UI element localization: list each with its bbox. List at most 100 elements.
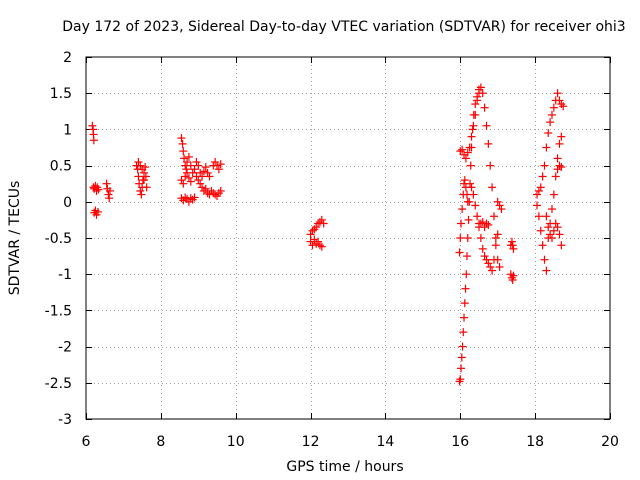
data-point <box>207 186 216 195</box>
data-point <box>461 284 470 293</box>
data-point <box>482 255 491 264</box>
data-point <box>216 186 225 195</box>
data-point <box>137 190 146 199</box>
data-point <box>486 262 495 271</box>
y-tick-label: -1.5 <box>45 303 72 319</box>
data-point <box>464 215 473 224</box>
data-point <box>482 219 491 228</box>
data-point <box>551 172 560 181</box>
data-point <box>533 201 542 210</box>
data-point <box>192 172 201 181</box>
data-point <box>201 163 210 172</box>
data-point <box>205 172 214 181</box>
data-point <box>540 255 549 264</box>
data-point <box>555 230 564 239</box>
data-point <box>460 179 469 188</box>
data-points <box>88 83 568 386</box>
data-point <box>549 103 558 112</box>
data-point <box>92 186 101 195</box>
data-point <box>538 172 547 181</box>
data-point <box>177 134 186 143</box>
data-point <box>467 183 476 192</box>
data-point <box>508 275 517 284</box>
data-point <box>471 110 480 119</box>
data-point <box>549 190 558 199</box>
data-point <box>314 237 323 246</box>
data-point <box>542 212 551 221</box>
y-tick-label: 0 <box>63 195 72 211</box>
data-point <box>310 235 319 244</box>
data-point <box>463 234 472 242</box>
data-point <box>507 273 516 282</box>
data-point <box>495 201 504 210</box>
data-point <box>488 183 497 192</box>
data-point <box>480 252 489 261</box>
data-point <box>533 190 542 199</box>
data-point <box>181 193 190 202</box>
data-point <box>201 184 210 193</box>
x-tick-label: 8 <box>156 434 165 450</box>
data-point <box>480 223 489 232</box>
data-point <box>486 161 495 170</box>
data-point <box>557 132 566 141</box>
data-point <box>211 190 220 199</box>
data-point <box>460 176 469 185</box>
data-point <box>186 194 195 203</box>
data-point <box>546 230 555 239</box>
data-point <box>547 205 556 214</box>
data-point <box>456 147 465 156</box>
data-point <box>196 179 205 188</box>
data-point <box>186 177 195 186</box>
data-point <box>194 176 203 185</box>
y-tick-label: 0.5 <box>50 159 72 175</box>
data-point <box>557 100 566 109</box>
data-point <box>463 148 472 157</box>
data-point <box>315 218 324 227</box>
data-point <box>192 157 201 166</box>
data-point <box>140 176 149 185</box>
data-point <box>460 313 469 322</box>
data-point <box>466 161 475 170</box>
data-point <box>460 150 469 159</box>
data-point <box>478 244 487 253</box>
data-point <box>547 234 556 242</box>
x-axis-label: GPS time / hours <box>286 459 403 475</box>
data-point <box>456 234 465 242</box>
y-tick-label: -0.5 <box>45 231 72 247</box>
data-point <box>458 205 467 214</box>
tick-labels: 6 8 10 12 14 16 18 20 2 1.5 1 0.5 0 -0.5 -1 -1.5 -2 -2.5 -… <box>45 50 619 450</box>
data-point <box>199 167 208 176</box>
data-point <box>306 237 315 246</box>
data-point <box>179 179 188 188</box>
data-point <box>141 172 150 181</box>
data-point <box>471 100 480 109</box>
data-point <box>315 241 324 250</box>
data-point <box>534 186 543 195</box>
data-point <box>457 219 466 228</box>
data-point <box>182 165 191 174</box>
data-point <box>491 234 500 242</box>
data-point <box>136 161 145 170</box>
data-point <box>493 197 502 206</box>
data-point <box>480 103 489 112</box>
y-tick-label: 1 <box>63 122 72 138</box>
data-point <box>555 139 564 148</box>
data-point <box>489 255 498 264</box>
axis-ticks <box>86 57 611 420</box>
x-tick-label: 20 <box>601 434 619 450</box>
data-point <box>184 152 193 161</box>
x-tick-label: 14 <box>377 434 395 450</box>
data-point <box>509 271 518 280</box>
data-point <box>471 201 480 210</box>
data-point <box>559 102 568 111</box>
data-point <box>544 129 553 138</box>
data-point <box>461 154 470 163</box>
y-tick-label: 2 <box>63 50 72 66</box>
data-point <box>104 190 113 199</box>
data-point <box>465 143 474 152</box>
data-point <box>508 241 517 250</box>
data-point <box>317 215 326 224</box>
data-point <box>188 195 197 204</box>
y-tick-label: -3 <box>58 412 72 428</box>
y-axis-label: SDTVAR / TECUs <box>7 181 23 296</box>
